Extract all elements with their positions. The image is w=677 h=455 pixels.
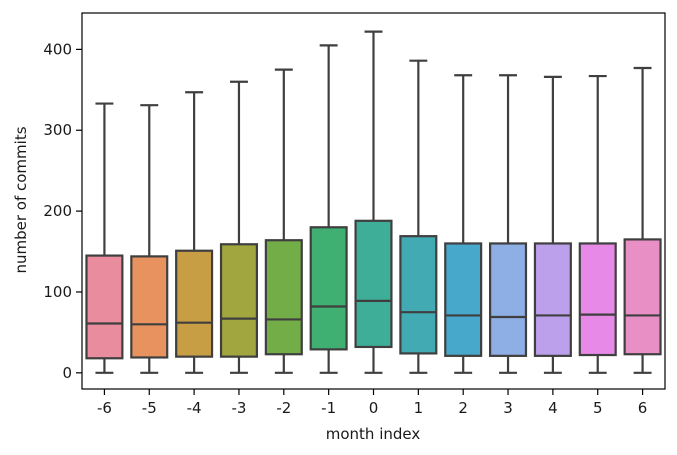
y-tick-label: 300: [43, 121, 72, 139]
y-tick-label: 400: [43, 40, 72, 58]
box-3: [489, 74, 528, 374]
iqr-box: [219, 243, 258, 358]
x-tick-label: 3: [503, 399, 513, 417]
x-tick-label: 0: [369, 399, 379, 417]
box-6: [623, 66, 662, 374]
x-tick-label: 6: [638, 399, 648, 417]
box-0: [354, 30, 393, 374]
x-axis-label: month index: [326, 425, 421, 443]
x-tick-label: -1: [321, 399, 336, 417]
x-tick-label: 5: [593, 399, 603, 417]
box-4: [533, 75, 572, 374]
box--1: [309, 44, 348, 374]
y-tick-label: 200: [43, 202, 72, 220]
box--3: [219, 80, 258, 374]
iqr-box: [623, 238, 662, 356]
x-tick-label: 4: [548, 399, 558, 417]
box-1: [399, 59, 438, 374]
iqr-box: [444, 242, 483, 357]
box--5: [130, 104, 169, 374]
iqr-box: [578, 242, 617, 357]
iqr-box: [399, 235, 438, 355]
iqr-box: [85, 254, 124, 360]
x-tick-label: -3: [231, 399, 246, 417]
iqr-box: [264, 239, 303, 356]
boxes-layer: [85, 30, 662, 374]
x-tick-label: -6: [97, 399, 112, 417]
iqr-box: [175, 249, 214, 358]
iqr-box: [309, 226, 348, 351]
iqr-box: [130, 255, 169, 359]
x-tick-label: 2: [458, 399, 468, 417]
y-tick-label: 100: [43, 283, 72, 301]
y-tick-label: 0: [62, 364, 72, 382]
x-tick-label: -4: [187, 399, 202, 417]
x-tick-label: -5: [142, 399, 157, 417]
axes-layer: -6 -5 -4 -3 -2 -1 0 1 2 3 4 5 6 0 100 200 300 400: [43, 40, 647, 417]
iqr-box: [354, 219, 393, 349]
x-tick-label: -2: [276, 399, 291, 417]
box-2: [444, 74, 483, 374]
box--4: [175, 91, 214, 374]
box-5: [578, 74, 617, 374]
x-tick-label: 1: [414, 399, 424, 417]
box--2: [264, 68, 303, 374]
iqr-box: [533, 242, 572, 357]
iqr-box: [489, 242, 528, 357]
box--6: [85, 102, 124, 374]
y-axis-label: number of commits: [12, 126, 30, 273]
